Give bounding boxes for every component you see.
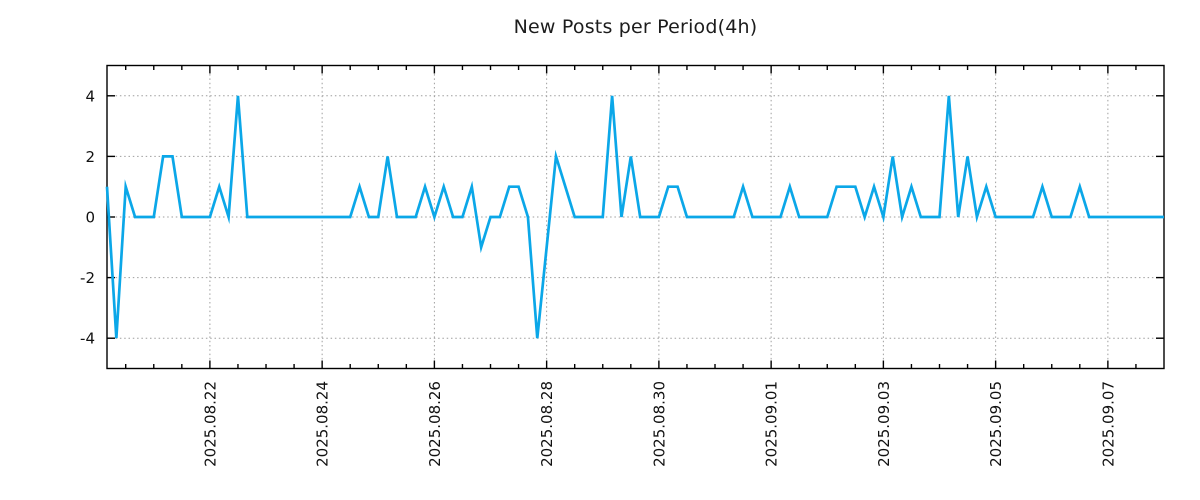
y-tick-label: 4 xyxy=(85,87,95,105)
x-tick-label: 2025.08.22 xyxy=(201,381,219,467)
x-tick-label: 2025.09.07 xyxy=(1099,381,1117,467)
x-tick-label: 2025.08.28 xyxy=(538,381,556,467)
x-tick-label: 2025.08.24 xyxy=(314,381,332,467)
x-tick-label: 2025.09.03 xyxy=(875,381,893,467)
y-tick-label: -4 xyxy=(80,330,95,348)
x-tick-label: 2025.08.30 xyxy=(650,381,668,467)
x-tick-label: 2025.09.01 xyxy=(763,381,781,467)
y-tick-label: -2 xyxy=(80,269,95,287)
chart-title: New Posts per Period(4h) xyxy=(513,16,758,38)
tick-labels: -4 -2 0 2 4 2025.08.22 2025.08.24 2025.08.26 202… xyxy=(80,87,1117,467)
x-tick-label: 2025.09.05 xyxy=(987,381,1005,467)
y-tick-label: 0 xyxy=(85,209,95,227)
y-tick-label: 2 xyxy=(85,148,95,166)
data-series xyxy=(105,95,1164,339)
series-line-new-posts xyxy=(105,95,1164,339)
x-tick-label: 2025.08.26 xyxy=(426,381,444,467)
